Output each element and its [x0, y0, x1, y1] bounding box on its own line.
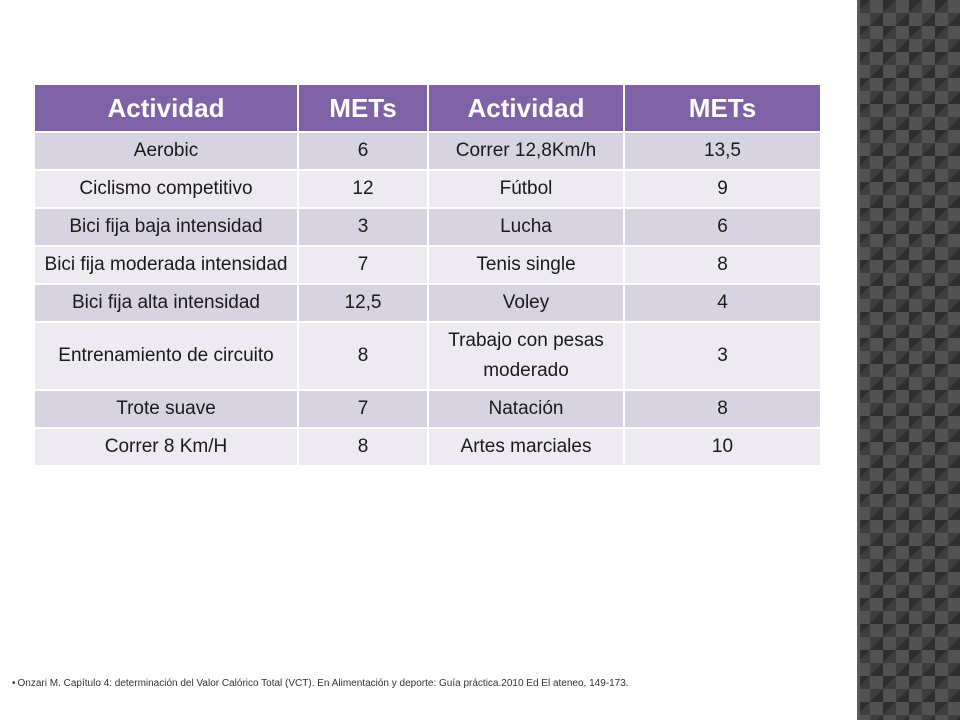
- table-cell: Voley: [428, 283, 625, 322]
- table-cell: 10: [624, 427, 820, 465]
- table-cell: Bici fija alta intensidad: [35, 283, 299, 322]
- table-row: Aerobic 6 Correr 12,8Km/h 13,5: [35, 131, 820, 170]
- table-cell: 8: [298, 321, 429, 390]
- table-cell: Aerobic: [35, 131, 299, 170]
- table-cell: 6: [298, 131, 429, 170]
- table-cell: Trote suave: [35, 389, 299, 428]
- header-mets-2: METs: [624, 85, 820, 132]
- table-cell: 3: [298, 207, 429, 246]
- table-row: Bici fija moderada intensidad 7 Tenis si…: [35, 245, 820, 284]
- decorative-side-panel: [857, 0, 960, 720]
- table-row: Bici fija baja intensidad 3 Lucha 6: [35, 207, 820, 246]
- table-cell: Fútbol: [428, 169, 625, 208]
- table-cell: Correr 12,8Km/h: [428, 131, 625, 170]
- table-cell: Bici fija baja intensidad: [35, 207, 299, 246]
- table-cell: 3: [624, 321, 820, 390]
- table-cell: Ciclismo competitivo: [35, 169, 299, 208]
- table-cell: 12: [298, 169, 429, 208]
- table-cell: 8: [624, 245, 820, 284]
- table-cell: 13,5: [624, 131, 820, 170]
- mets-table: Actividad METs Actividad METs Aerobic 6 …: [35, 85, 820, 465]
- table-cell: Artes marciales: [428, 427, 625, 465]
- table-cell: Trabajo con pesas moderado: [428, 321, 625, 390]
- header-actividad-1: Actividad: [35, 85, 299, 132]
- table-row: Trote suave 7 Natación 8: [35, 389, 820, 428]
- table-cell: 8: [298, 427, 429, 465]
- table-cell: 7: [298, 389, 429, 428]
- footnote-text: Onzari M. Capítulo 4: determinación del …: [17, 678, 629, 689]
- table-row: Correr 8 Km/H 8 Artes marciales 10: [35, 427, 820, 465]
- table-cell: 8: [624, 389, 820, 428]
- table-cell: Tenis single: [428, 245, 625, 284]
- side-panel-edge: [857, 0, 860, 720]
- table-row: Ciclismo competitivo 12 Fútbol 9: [35, 169, 820, 208]
- header-actividad-2: Actividad: [428, 85, 625, 132]
- footnote-bullet: •: [12, 678, 16, 689]
- table-row: Bici fija alta intensidad 12,5 Voley 4: [35, 283, 820, 322]
- table-cell: Entrenamiento de circuito: [35, 321, 299, 390]
- table-row: Entrenamiento de circuito 8 Trabajo con …: [35, 321, 820, 390]
- table-cell: Lucha: [428, 207, 625, 246]
- table-cell: Natación: [428, 389, 625, 428]
- table-cell: 6: [624, 207, 820, 246]
- table-cell: Correr 8 Km/H: [35, 427, 299, 465]
- slide: Actividad METs Actividad METs Aerobic 6 …: [12, 85, 852, 689]
- table-cell: Bici fija moderada intensidad: [35, 245, 299, 284]
- table-cell: 7: [298, 245, 429, 284]
- table-cell: 9: [624, 169, 820, 208]
- header-mets-1: METs: [298, 85, 429, 132]
- footnote: • Onzari M. Capítulo 4: determinación del…: [12, 678, 852, 689]
- table-cell: 4: [624, 283, 820, 322]
- table-cell: 12,5: [298, 283, 429, 322]
- table-header-row: Actividad METs Actividad METs: [35, 85, 820, 132]
